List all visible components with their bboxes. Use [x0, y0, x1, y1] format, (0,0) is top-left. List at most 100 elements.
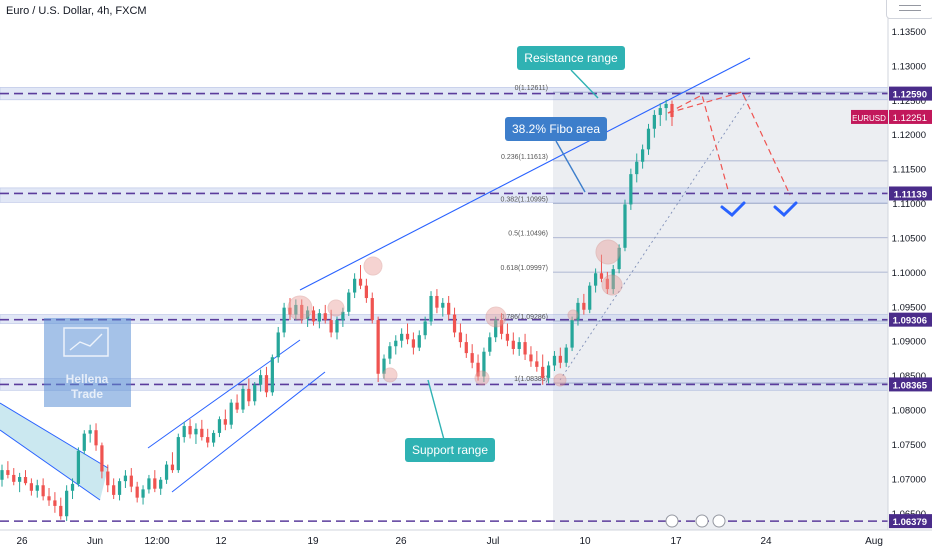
candle-body: [640, 149, 645, 162]
candle-body: [347, 292, 351, 312]
highlight-circle: [287, 295, 313, 321]
flag-icon: [695, 514, 709, 528]
candle-body: [241, 388, 245, 410]
candle-body: [253, 384, 257, 402]
fib-label: 0.618(1.09997): [501, 265, 548, 272]
candle-body: [482, 351, 486, 377]
level-price-text: 1.08365: [893, 380, 928, 391]
candle-body: [65, 490, 69, 517]
watermark-text-1: Hellena: [66, 372, 109, 386]
candle-body: [159, 479, 163, 489]
candle-body: [217, 419, 222, 433]
x-tick-label: 26: [395, 536, 407, 547]
candle-body: [423, 321, 427, 336]
channel-line: [0, 402, 109, 469]
highlight-circle: [363, 256, 383, 276]
symbol-title: Euro / U.S. Dollar, 4h, FXCM: [6, 5, 147, 17]
candle-body: [629, 174, 633, 205]
symbol-tag-text: EURUSD: [852, 114, 886, 123]
candle-body: [123, 475, 128, 482]
fibo-callout-label: 38.2% Fibo area: [512, 122, 600, 136]
projection-path: [667, 94, 729, 191]
candle-body: [546, 365, 551, 378]
candle-body: [417, 335, 421, 348]
fib-label: 0(1.12611): [515, 85, 548, 92]
x-tick-label: 17: [670, 536, 682, 547]
chart-line-icon: [69, 333, 103, 351]
candle-body: [617, 247, 621, 270]
candle-body: [447, 302, 451, 315]
y-tick-label: 1.11000: [892, 199, 926, 210]
menu-line-icon: [899, 10, 921, 11]
x-tick-label: 12: [215, 536, 227, 547]
x-tick-label: Aug: [865, 536, 883, 547]
candle-body: [564, 347, 568, 363]
candle-body: [59, 505, 63, 517]
candle-body: [382, 358, 386, 374]
fibo-callout-pointer: [555, 140, 586, 193]
candle-body: [588, 285, 592, 310]
candle-body: [247, 388, 251, 402]
candle-body: [153, 478, 157, 489]
candle-body: [364, 285, 369, 299]
resistance-callout-pointer: [570, 69, 599, 99]
candle-body: [282, 307, 286, 333]
level-price-text: 1.09306: [893, 316, 927, 327]
x-tick-label: 26: [16, 536, 28, 547]
candle-body: [593, 273, 598, 286]
candle-body: [376, 320, 380, 374]
trend-line: [299, 57, 751, 291]
fib-label: 0.382(1.10995): [501, 196, 548, 203]
x-tick-label: 24: [760, 536, 772, 547]
level-price-tag: [889, 514, 932, 529]
y-tick-label: 1.13500: [892, 27, 926, 38]
support-callout-box: [405, 438, 495, 462]
candle-body: [405, 333, 410, 340]
candle-body: [100, 445, 104, 472]
candle-body: [599, 273, 604, 279]
candle-body: [182, 426, 186, 438]
candle-body: [452, 314, 457, 333]
candle-body: [470, 353, 474, 363]
highlight-circle: [567, 309, 579, 321]
flag-icon: [712, 514, 726, 528]
lightning-icon: [665, 514, 679, 528]
candle-body: [505, 333, 510, 341]
candle-body: [329, 320, 333, 333]
candle-body: [82, 433, 86, 451]
fib-label: 1(1.08385): [514, 376, 548, 383]
candle-body: [635, 161, 639, 175]
candle-body: [523, 342, 527, 355]
resistance-callout-box: [517, 46, 625, 70]
candle-body: [47, 496, 51, 501]
zone-band: [0, 187, 889, 203]
menu-line-icon: [899, 5, 921, 6]
candle-body: [358, 278, 363, 286]
dotted-trend-line: [559, 94, 751, 381]
y-tick-label: 1.12500: [892, 96, 926, 107]
x-tick-label: 10: [579, 536, 591, 547]
candle-body: [388, 346, 392, 359]
candle-body: [400, 333, 404, 341]
candle-body: [12, 474, 16, 482]
fib-label: 0.236(1.11613): [501, 154, 548, 161]
candle-body: [276, 332, 280, 358]
candle-body: [170, 464, 175, 471]
level-price-text: 1.06379: [893, 517, 927, 528]
candle-body: [664, 103, 668, 109]
highlight-circle: [595, 239, 621, 265]
x-tick-label: 19: [307, 536, 319, 547]
candle-body: [335, 320, 339, 333]
check-icon: [720, 201, 746, 218]
resistance-callout-label: Resistance range: [524, 51, 618, 65]
candle-body: [323, 313, 327, 321]
candle-body: [311, 310, 316, 322]
candle-body: [529, 354, 533, 362]
candle-body: [294, 304, 298, 315]
menu-button[interactable]: [886, 0, 932, 19]
projection-path: [667, 91, 791, 196]
highlight-circle: [485, 306, 507, 328]
candle-body: [135, 486, 139, 498]
